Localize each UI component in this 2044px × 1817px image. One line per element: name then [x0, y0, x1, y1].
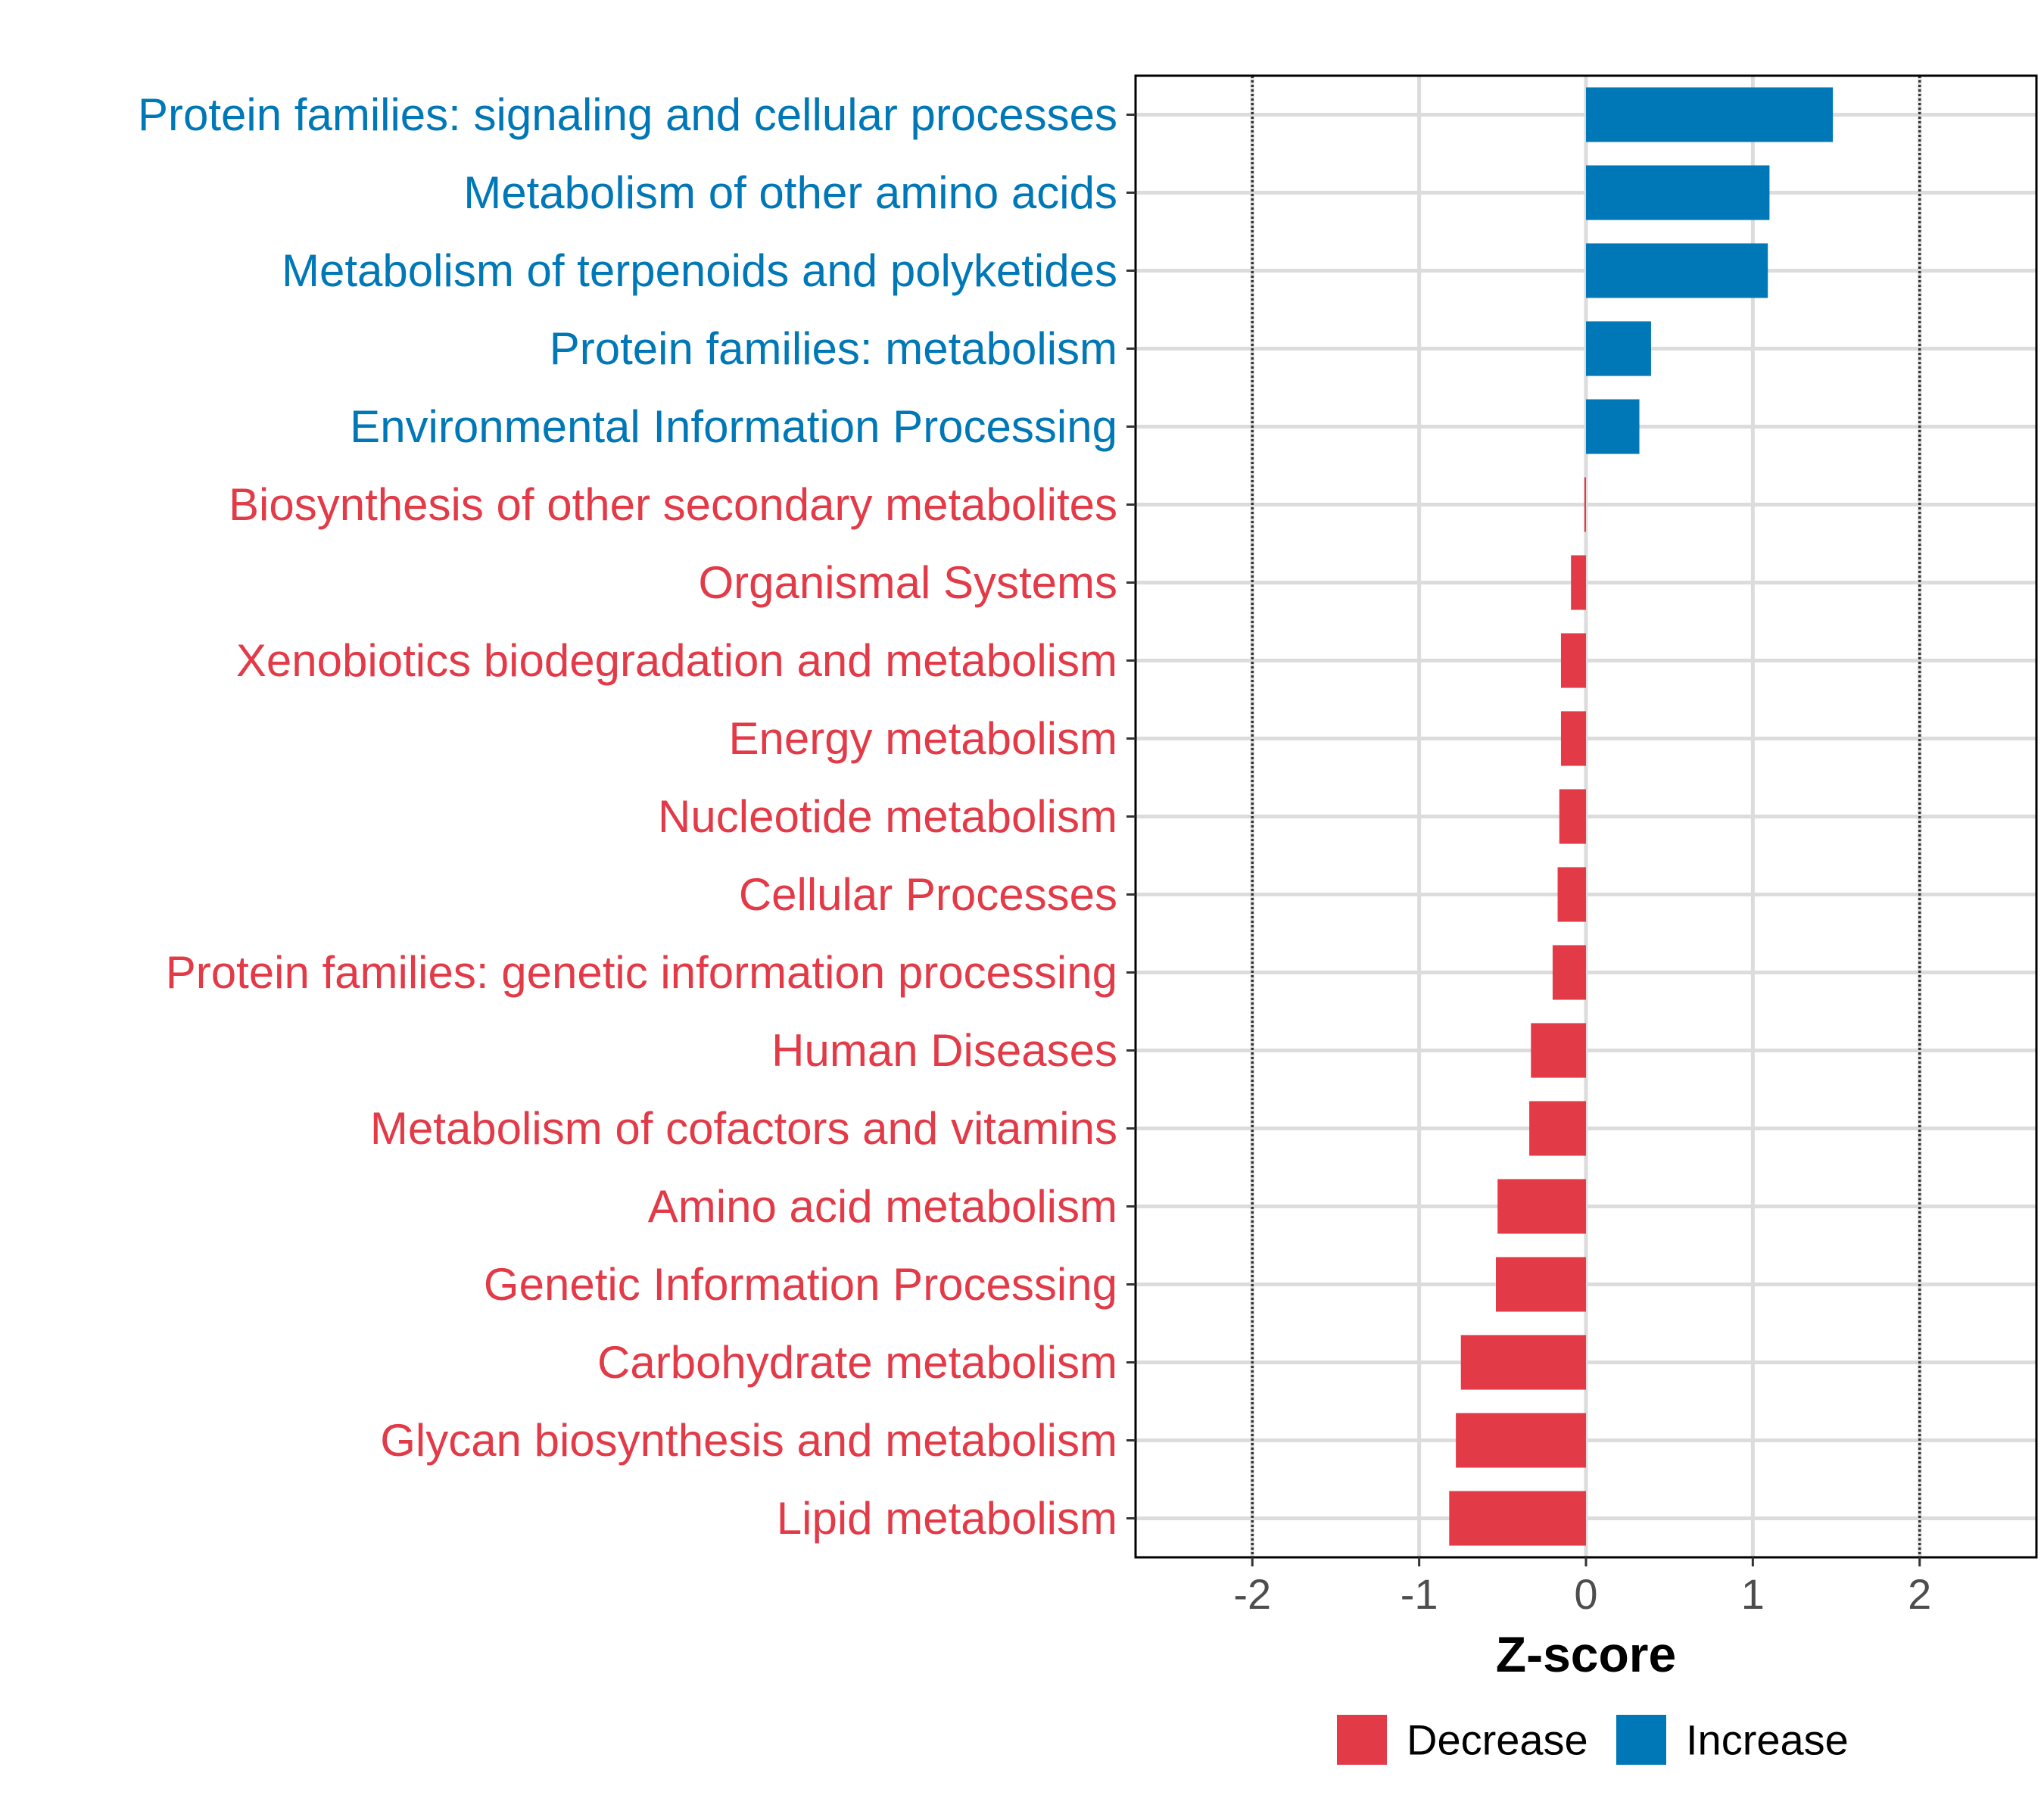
bar [1571, 555, 1586, 610]
category-label: Xenobiotics biodegradation and metabolis… [236, 635, 1117, 686]
bar [1531, 1023, 1586, 1078]
x-tick-label: 1 [1741, 1570, 1765, 1618]
legend-swatch-increase [1616, 1715, 1666, 1765]
bar [1449, 1491, 1586, 1546]
legend-label-increase: Increase [1686, 1716, 1849, 1764]
category-label: Environmental Information Processing [350, 401, 1117, 452]
plot-panel [1134, 74, 2038, 1559]
x-tick-label: 2 [1908, 1570, 1931, 1618]
category-label: Lipid metabolism [777, 1493, 1117, 1544]
category-label: Metabolism of cofactors and vitamins [370, 1103, 1117, 1154]
category-label: Genetic Information Processing [484, 1259, 1117, 1310]
bar [1456, 1413, 1586, 1468]
bar [1586, 87, 1834, 142]
bar [1586, 243, 1768, 298]
category-label: Nucleotide metabolism [658, 791, 1117, 842]
bars [1449, 87, 1834, 1546]
category-label: Energy metabolism [728, 713, 1117, 764]
bar [1529, 1101, 1586, 1156]
legend-swatch-decrease [1337, 1715, 1387, 1765]
category-label: Cellular Processes [739, 869, 1117, 920]
bar [1560, 633, 1586, 688]
category-label: Amino acid metabolism [648, 1181, 1117, 1232]
x-axis-ticks [1251, 1557, 1921, 1566]
legend-label-decrease: Decrease [1407, 1716, 1588, 1764]
y-axis-labels: Protein families: signaling and cellular… [138, 89, 1117, 1544]
bar [1586, 321, 1651, 376]
x-axis-title: Z-score [1496, 1626, 1676, 1682]
category-label: Glycan biosynthesis and metabolism [380, 1415, 1117, 1466]
bar [1460, 1335, 1586, 1390]
y-axis-ticks [1126, 114, 1136, 1519]
bar [1586, 399, 1640, 454]
category-label: Metabolism of other amino acids [463, 167, 1117, 218]
bar [1496, 1257, 1586, 1312]
category-label: Carbohydrate metabolism [597, 1337, 1117, 1388]
bar [1586, 165, 1770, 220]
category-label: Biosynthesis of other secondary metaboli… [229, 479, 1117, 530]
x-tick-label: 0 [1574, 1570, 1597, 1618]
bar [1584, 477, 1586, 532]
category-label: Protein families: signaling and cellular… [138, 89, 1117, 140]
bar [1497, 1179, 1586, 1234]
bar [1552, 945, 1586, 1000]
reference-lines [1251, 76, 1921, 1557]
x-tick-label: -1 [1401, 1570, 1438, 1618]
x-tick-label: -2 [1233, 1570, 1271, 1618]
bar [1559, 789, 1586, 844]
bar [1557, 867, 1586, 922]
legend: Decrease Increase [1337, 1715, 1849, 1765]
category-label: Protein families: metabolism [550, 323, 1117, 374]
category-label: Metabolism of terpenoids and polyketides [282, 245, 1117, 296]
x-axis-labels: -2 -1 0 1 2 [1233, 1570, 1931, 1618]
category-label: Organismal Systems [699, 557, 1117, 608]
bar [1560, 711, 1586, 766]
category-label: Human Diseases [771, 1025, 1117, 1076]
category-label: Protein families: genetic information pr… [166, 947, 1117, 998]
